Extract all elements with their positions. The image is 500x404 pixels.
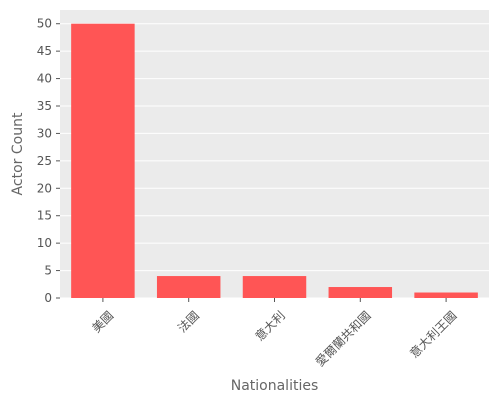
bars [71, 23, 478, 298]
y-tick-label: 30 [37, 126, 52, 140]
x-axis-label: Nationalities [231, 378, 319, 394]
y-tick-label: 25 [37, 154, 52, 168]
x-axis-ticks: 美國 法國 意大利 愛爾蘭共和國 意大利王國 [89, 298, 459, 369]
x-tick-label: 意大利王國 [406, 308, 459, 361]
x-tick-label: 愛爾蘭共和國 [313, 308, 374, 369]
y-axis-label: Actor Count [10, 112, 26, 195]
y-tick-label: 15 [37, 209, 52, 223]
y-tick-label: 10 [37, 236, 52, 250]
bar [414, 292, 478, 298]
bar [328, 287, 393, 298]
bar [242, 276, 307, 298]
bar [156, 276, 221, 298]
x-tick-label: 意大利 [252, 308, 288, 344]
x-tick-label: 美國 [89, 308, 116, 335]
y-tick-label: 50 [37, 17, 52, 31]
x-tick-label: 法國 [175, 308, 202, 335]
bar [71, 23, 135, 298]
y-tick-label: 20 [37, 181, 52, 195]
y-tick-label: 40 [37, 72, 52, 86]
y-axis-ticks: 0 5 10 15 20 25 30 35 40 45 50 [37, 17, 60, 305]
y-tick-label: 45 [37, 44, 52, 58]
y-tick-label: 0 [44, 291, 52, 305]
y-tick-label: 5 [44, 264, 52, 278]
y-tick-label: 35 [37, 99, 52, 113]
